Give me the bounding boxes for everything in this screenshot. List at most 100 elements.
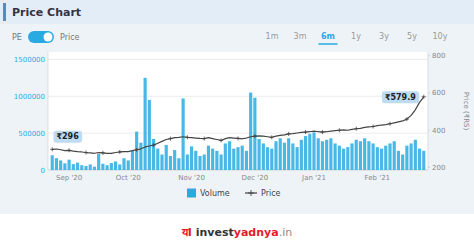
volume-bar [262,143,265,170]
period-button[interactable]: 6m [321,32,335,41]
toggle-switch[interactable] [28,31,54,43]
volume-bar [55,158,58,170]
y-axis-line [48,52,49,170]
volume-bar [359,141,362,170]
title: Price Chart [12,6,81,19]
volume-bar [304,136,307,170]
volume-bar [148,100,151,170]
volume-bar [397,151,400,170]
page: Price ChartPEPrice1m3m6m1y3y5y10y0500000… [0,0,474,249]
volume-bar [80,165,83,170]
volume-bar [350,143,353,170]
volume-bar [220,155,223,170]
volume-bar [177,158,180,170]
price-marker [50,147,54,151]
volume-bar [367,141,370,170]
volume-bar [325,140,328,170]
volume-bar [338,146,341,170]
footer-part: .in [279,226,293,239]
volume-bar [173,150,176,170]
price-marker [405,117,409,121]
price-marker [287,132,291,136]
volume-bar [317,138,320,170]
volume-bar [346,147,349,170]
volume-bar [84,166,87,170]
toggle-label[interactable]: Price [60,33,80,42]
period-button[interactable]: 1y [351,32,361,41]
header-accent [3,3,6,21]
volume-bar [388,143,391,170]
price-marker [185,135,189,139]
volume-bar [329,138,332,170]
footer-logo: यI investyadnya.in [181,226,292,239]
x-tick-label: Oct '20 [116,174,141,182]
footer-part: यI [181,226,196,239]
volume-bar [118,164,121,170]
volume-bar [207,146,210,170]
volume-bar [122,158,125,170]
footer-part: invest [196,226,234,239]
plot-area [48,52,428,170]
volume-bar [93,167,96,170]
volume-bar [384,146,387,170]
period-button[interactable]: 3m [294,32,307,41]
volume-bar [291,143,294,170]
grid-line [48,133,428,134]
volume-bar [405,146,408,170]
volume-bar [106,165,109,170]
volume-bar [372,143,375,170]
background [0,0,474,249]
price-marker [202,137,206,141]
y-tick-label: 1500000 [14,56,45,64]
legend-marker [248,190,254,196]
y2-axis-label: Price (₹RS) [462,92,470,131]
volume-bar [203,155,206,170]
annotation-box [53,131,82,143]
volume-bar [127,160,130,170]
volume-bar [279,138,282,170]
volume-bar [266,147,269,170]
annotation-box [382,91,419,103]
volume-bar [72,164,75,170]
y2-tick-label: 400 [432,127,445,135]
price-marker [371,125,375,129]
price-marker [152,143,156,147]
volume-bar [236,147,239,170]
volume-bar [300,140,303,170]
volume-bar [228,141,231,170]
volume-bar [97,154,100,170]
price-marker [118,150,122,154]
volume-bar [160,155,163,170]
legend: VolumePrice [187,189,281,199]
volume-bar [410,143,413,170]
volume-bar [131,151,134,170]
period-button[interactable]: 1m [266,32,279,41]
price-marker [422,95,426,99]
volume-bar [253,98,256,170]
y-tick-label: 500000 [18,130,45,138]
y2-tick-label: 200 [432,164,445,172]
header [0,0,474,24]
volume-bar [422,151,425,170]
volume-bar [224,143,227,170]
price-marker [67,148,71,152]
period-button[interactable]: 5y [407,32,417,41]
data-layer [50,78,426,170]
volume-bar [114,162,117,170]
volume-bar [101,164,104,170]
volume-bar [190,146,193,170]
price-marker [320,130,324,134]
price-marker [84,151,88,155]
volume-bar [232,149,235,170]
period-button[interactable]: 3y [379,32,389,41]
y2-tick-label: 600 [432,89,445,97]
volume-bar [110,163,113,170]
toggle-label[interactable]: PE [12,33,22,42]
volume-bar [59,160,62,170]
footer-part: yadnya [234,226,279,239]
price-marker [135,148,139,152]
volume-bar [135,132,138,170]
volume-bar [89,164,92,170]
period-button[interactable]: 10y [433,32,448,41]
annotation: ₹296 [56,132,79,141]
